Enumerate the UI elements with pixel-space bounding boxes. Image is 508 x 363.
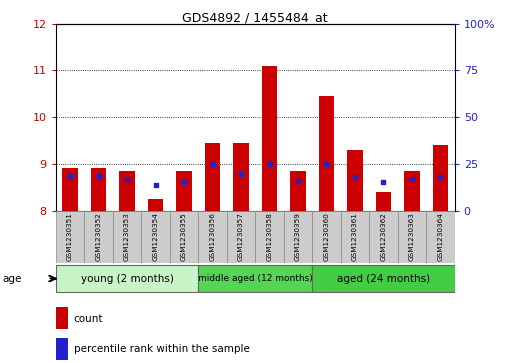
Bar [62, 168, 78, 211]
Bar [198, 211, 227, 263]
Bar [375, 192, 391, 211]
Text: GSM1230363: GSM1230363 [409, 212, 415, 261]
Text: GSM1230361: GSM1230361 [352, 212, 358, 261]
Bar [312, 265, 455, 293]
Bar [284, 211, 312, 263]
Bar [56, 211, 84, 263]
Text: GSM1230354: GSM1230354 [152, 212, 158, 261]
Text: GSM1230352: GSM1230352 [96, 212, 102, 261]
Text: GSM1230357: GSM1230357 [238, 212, 244, 261]
Text: age: age [3, 274, 22, 284]
Bar [341, 211, 369, 263]
Bar [347, 150, 363, 211]
Bar [141, 211, 170, 263]
Bar [290, 171, 306, 211]
Bar [113, 211, 141, 263]
Text: GSM1230358: GSM1230358 [267, 212, 272, 261]
Bar [312, 211, 341, 263]
Bar [56, 265, 198, 293]
Bar [426, 211, 455, 263]
Text: GSM1230353: GSM1230353 [124, 212, 130, 261]
Text: aged (24 months): aged (24 months) [337, 274, 430, 284]
Bar [56, 307, 68, 329]
Bar [176, 171, 192, 211]
Bar [205, 143, 220, 211]
Bar [319, 96, 334, 211]
Text: middle aged (12 months): middle aged (12 months) [198, 274, 312, 283]
Bar [233, 143, 249, 211]
Text: young (2 months): young (2 months) [81, 274, 174, 284]
Text: GSM1230362: GSM1230362 [380, 212, 387, 261]
Text: GSM1230360: GSM1230360 [324, 212, 330, 261]
Text: GSM1230355: GSM1230355 [181, 212, 187, 261]
Text: GSM1230364: GSM1230364 [437, 212, 443, 261]
Bar [198, 265, 312, 293]
Bar [262, 66, 277, 211]
Text: GSM1230359: GSM1230359 [295, 212, 301, 261]
Text: GDS4892 / 1455484_at: GDS4892 / 1455484_at [182, 11, 328, 24]
Bar [369, 211, 398, 263]
Bar [91, 168, 107, 211]
Bar [148, 199, 164, 211]
Text: percentile rank within the sample: percentile rank within the sample [74, 344, 250, 354]
Bar [433, 145, 448, 211]
Text: GSM1230351: GSM1230351 [67, 212, 73, 261]
Text: count: count [74, 314, 103, 323]
Bar [398, 211, 426, 263]
Bar [84, 211, 113, 263]
Bar [227, 211, 255, 263]
Bar [119, 171, 135, 211]
Bar [255, 211, 284, 263]
Bar [170, 211, 198, 263]
Text: GSM1230356: GSM1230356 [209, 212, 215, 261]
Bar [56, 338, 68, 360]
Bar [404, 171, 420, 211]
